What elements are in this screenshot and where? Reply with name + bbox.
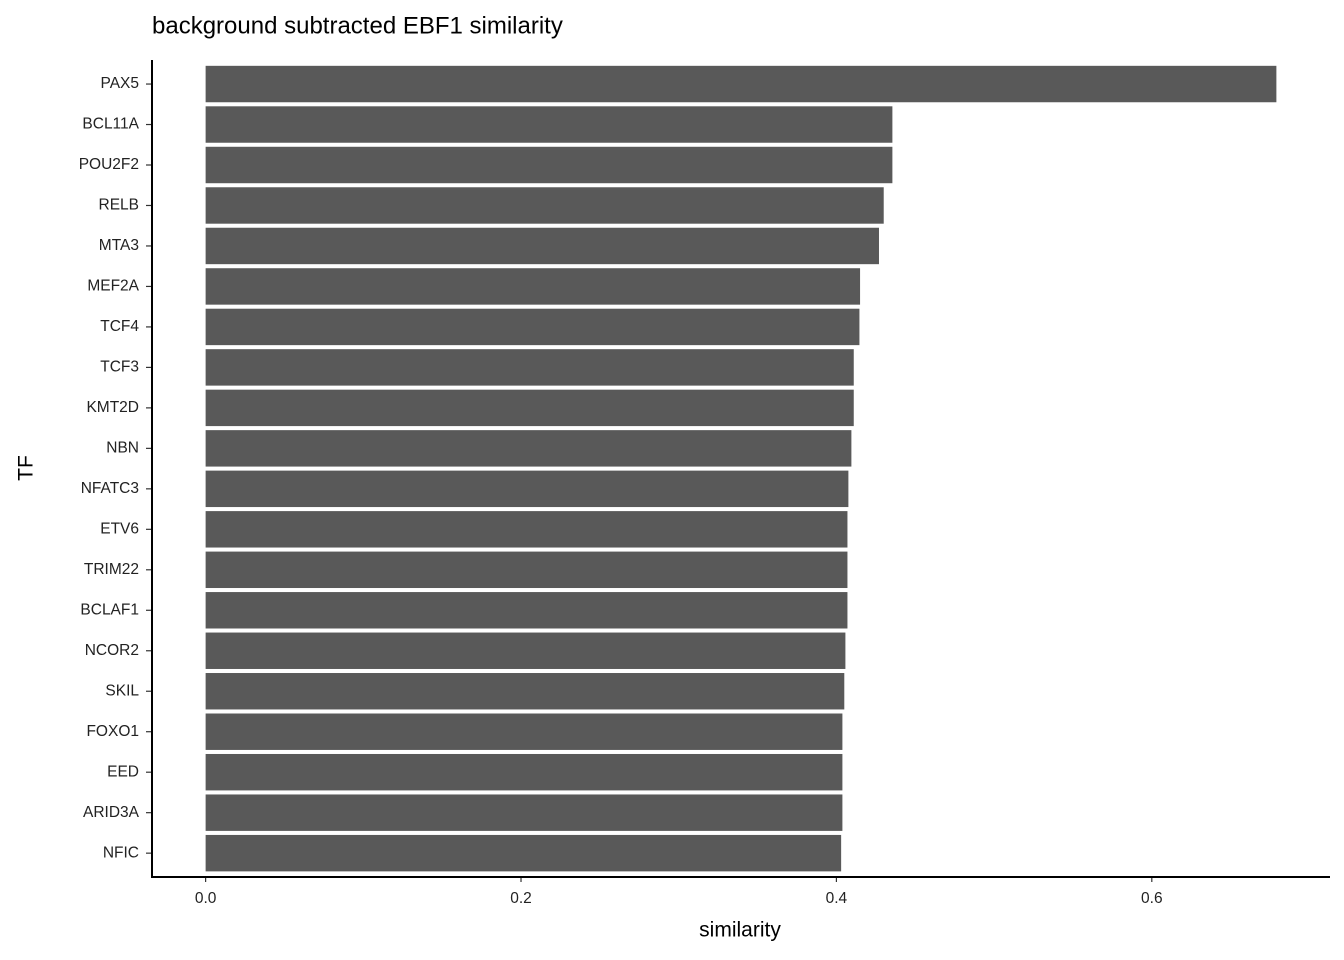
bar xyxy=(205,834,842,872)
bar xyxy=(205,65,1277,103)
bar xyxy=(205,511,848,548)
y-tick-label: MEF2A xyxy=(87,278,139,295)
x-tick-label: 0.0 xyxy=(195,890,217,907)
bar xyxy=(205,308,860,346)
bar xyxy=(205,713,843,750)
bar xyxy=(205,227,879,265)
bar xyxy=(205,632,846,669)
y-axis-title: TF xyxy=(15,455,38,481)
y-tick-label: ARID3A xyxy=(83,804,140,821)
y-tick-label: TRIM22 xyxy=(84,561,139,578)
y-tick-label: FOXO1 xyxy=(86,723,139,740)
bar xyxy=(205,268,861,305)
y-tick-label: BCLAF1 xyxy=(80,601,139,618)
y-tick-label: BCL11A xyxy=(82,116,139,133)
y-tick-label: POU2F2 xyxy=(79,156,139,173)
bar xyxy=(205,349,854,386)
bar xyxy=(205,592,848,629)
y-tick-label: KMT2D xyxy=(86,399,139,416)
x-tick-label: 0.4 xyxy=(826,890,848,907)
x-tick-label: 0.2 xyxy=(510,890,532,907)
y-tick-label: ETV6 xyxy=(100,520,139,537)
y-tick-label: NCOR2 xyxy=(85,642,139,659)
bar xyxy=(205,551,848,589)
x-tick-label: 0.6 xyxy=(1141,890,1163,907)
bar xyxy=(205,146,893,184)
bar xyxy=(205,187,884,224)
y-tick-label: SKIL xyxy=(105,682,139,699)
bar xyxy=(205,389,854,427)
y-tick-label: MTA3 xyxy=(99,237,139,254)
bar xyxy=(205,753,843,791)
bar xyxy=(205,794,843,831)
y-tick-label: NFIC xyxy=(103,844,139,861)
bar xyxy=(205,470,849,508)
bar xyxy=(205,430,852,467)
chart-title: background subtracted EBF1 similarity xyxy=(152,12,563,39)
y-tick-label: RELB xyxy=(99,197,140,214)
bar xyxy=(205,673,845,710)
y-tick-label: NFATC3 xyxy=(81,480,139,497)
bar xyxy=(205,106,893,143)
x-axis-title: similarity xyxy=(699,919,781,942)
y-tick-label: NBN xyxy=(106,439,139,456)
y-tick-label: EED xyxy=(107,763,139,780)
y-tick-label: PAX5 xyxy=(101,75,140,92)
y-tick-label: TCF4 xyxy=(100,318,139,335)
y-tick-label: TCF3 xyxy=(100,358,139,375)
